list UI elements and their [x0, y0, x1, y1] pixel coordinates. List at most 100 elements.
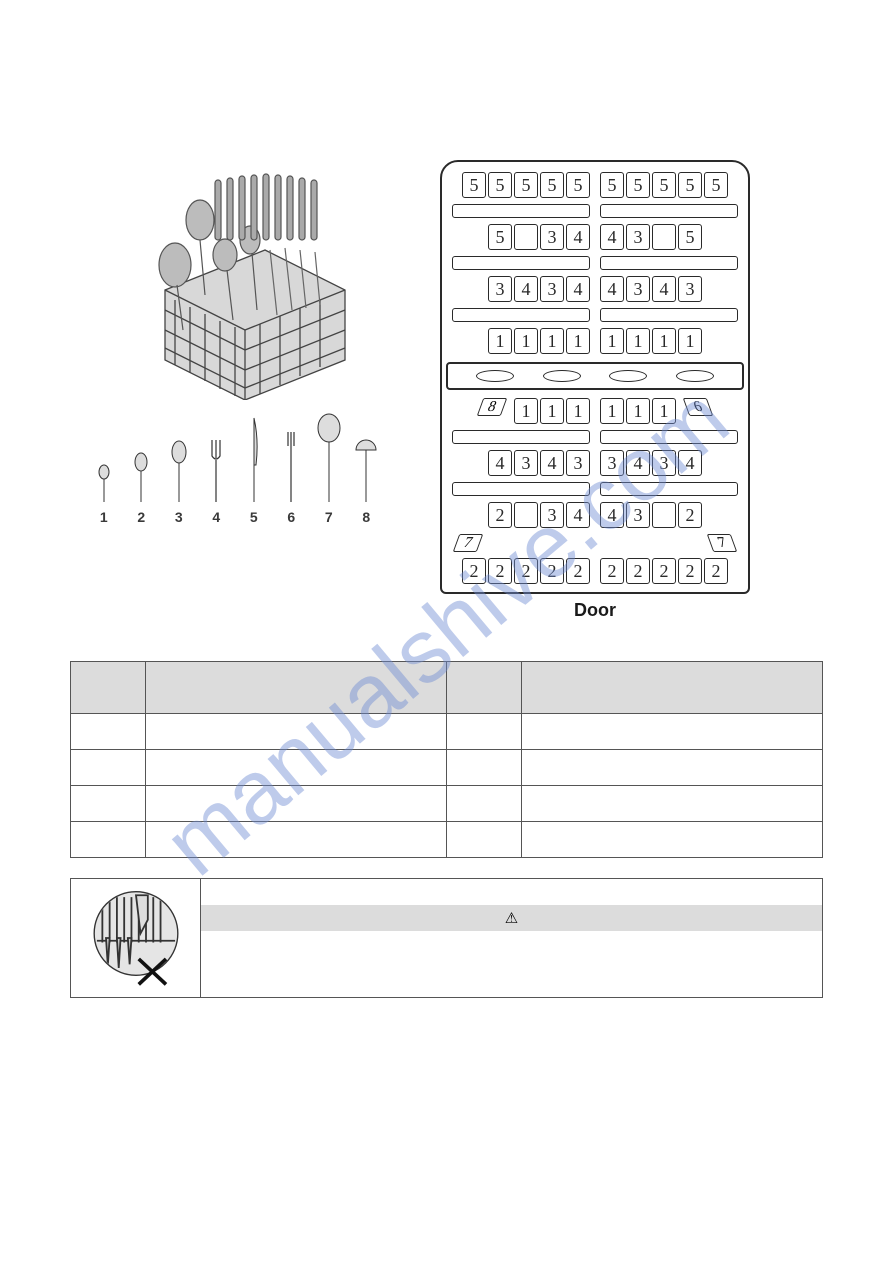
divider-oval: [676, 370, 714, 382]
grid-cell: 3: [540, 224, 564, 250]
grid-cell: 4: [540, 450, 564, 476]
utensil-6: 6: [275, 410, 307, 525]
grid-cell-blank: [652, 502, 676, 528]
utensil-2: 2: [125, 410, 157, 525]
grid-cell: 4: [600, 276, 624, 302]
warning-box: ⚠: [70, 878, 823, 998]
grid-cell: 4: [652, 276, 676, 302]
grid-cell: 5: [540, 172, 564, 198]
warning-text-area: ⚠: [201, 879, 822, 997]
grid-spacer: [600, 308, 738, 322]
grid-cell: 3: [626, 224, 650, 250]
table-row: [71, 786, 823, 822]
warning-body: [201, 931, 822, 997]
grid-cell: 4: [678, 450, 702, 476]
grid-cell: 2: [566, 558, 590, 584]
grid-cell: 1: [488, 328, 512, 354]
utensil-8: 8: [350, 410, 382, 525]
grid-spacer: [600, 204, 738, 218]
utensil-4: 4: [200, 410, 232, 525]
grid-spacer: [600, 430, 738, 444]
utensil-5: 5: [238, 410, 270, 525]
grid-cell: 3: [540, 276, 564, 302]
utensil-number: 3: [175, 509, 183, 525]
grid-cell: 3: [678, 276, 702, 302]
grid-cell: 2: [488, 502, 512, 528]
grid-spacer: [600, 482, 738, 496]
grid-cell: 1: [626, 328, 650, 354]
divider-oval: [609, 370, 647, 382]
grid-cell: 2: [678, 558, 702, 584]
grid-cell: 5: [652, 172, 676, 198]
grid-cell: 5: [488, 172, 512, 198]
grid-cell: 4: [626, 450, 650, 476]
grid-cell: 3: [566, 450, 590, 476]
grid-cell-blank: [514, 224, 538, 250]
utensil-number: 7: [325, 509, 333, 525]
grid-cell: 2: [488, 558, 512, 584]
grid-divider: [446, 362, 744, 390]
grid-cell: 1: [540, 328, 564, 354]
grid-cell: 3: [652, 450, 676, 476]
grid-cell: 4: [600, 502, 624, 528]
grid-cell: 3: [626, 502, 650, 528]
grid-cell: 3: [488, 276, 512, 302]
grid-spacer: [452, 430, 590, 444]
table-header-cell: [446, 662, 521, 714]
grid-cell: 3: [626, 276, 650, 302]
grid-cell: 1: [540, 398, 564, 424]
grid-cell: 5: [678, 224, 702, 250]
grid-cell: 2: [540, 558, 564, 584]
warning-icon: ⚠: [505, 909, 518, 927]
table-header-cell: [71, 662, 146, 714]
grid-cell: 5: [462, 172, 486, 198]
utensil-number: 8: [362, 509, 370, 525]
grid-cell: 5: [600, 172, 624, 198]
grid-cell: 1: [678, 328, 702, 354]
cutlery-grid-diagram: 5 5 5 5 5 5 5 5 5 5 5: [430, 160, 760, 621]
table-header-cell: [146, 662, 447, 714]
grid-cell: 3: [540, 502, 564, 528]
grid-cell: 2: [704, 558, 728, 584]
grid-cell: 1: [600, 398, 624, 424]
figure-row: 1 2 3 4 5: [70, 160, 823, 621]
utensil-legend-row: 1 2 3 4 5: [85, 410, 385, 525]
table-header-row: [71, 662, 823, 714]
warning-gap: [201, 879, 822, 905]
utensil-number: 1: [100, 509, 108, 525]
utensil-number: 4: [212, 509, 220, 525]
grid-cell: 2: [514, 558, 538, 584]
grid-cell: 1: [626, 398, 650, 424]
grid-spacer: [452, 308, 590, 322]
grid-cell: 5: [488, 224, 512, 250]
grid-corner-cell: 8: [477, 398, 508, 416]
grid-cell-blank: [514, 502, 538, 528]
info-table: [70, 661, 823, 858]
grid-cell: 3: [514, 450, 538, 476]
grid-corner-cell: 7: [707, 534, 738, 552]
grid-cell: 1: [514, 398, 538, 424]
utensil-number: 6: [287, 509, 295, 525]
left-figure: 1 2 3 4 5: [70, 160, 400, 525]
grid-cell: 1: [652, 328, 676, 354]
grid-cell: 1: [566, 328, 590, 354]
table-row: [71, 750, 823, 786]
grid-cell: 5: [566, 172, 590, 198]
grid-corner-cell: 7: [453, 534, 484, 552]
grid-cell: 3: [600, 450, 624, 476]
warning-banner: ⚠: [201, 905, 822, 931]
table-row: [71, 714, 823, 750]
grid-cell: 5: [626, 172, 650, 198]
cutlery-basket-illustration: [105, 160, 365, 400]
table-row: [71, 822, 823, 858]
grid-spacer: [452, 204, 590, 218]
divider-oval: [476, 370, 514, 382]
divider-oval: [543, 370, 581, 382]
grid-cell: 4: [566, 276, 590, 302]
grid-spacer: [452, 256, 590, 270]
grid-cell: 2: [600, 558, 624, 584]
grid-cell: 2: [678, 502, 702, 528]
grid-cell: 4: [514, 276, 538, 302]
grid-cell: 4: [566, 502, 590, 528]
grid-cell: 2: [626, 558, 650, 584]
